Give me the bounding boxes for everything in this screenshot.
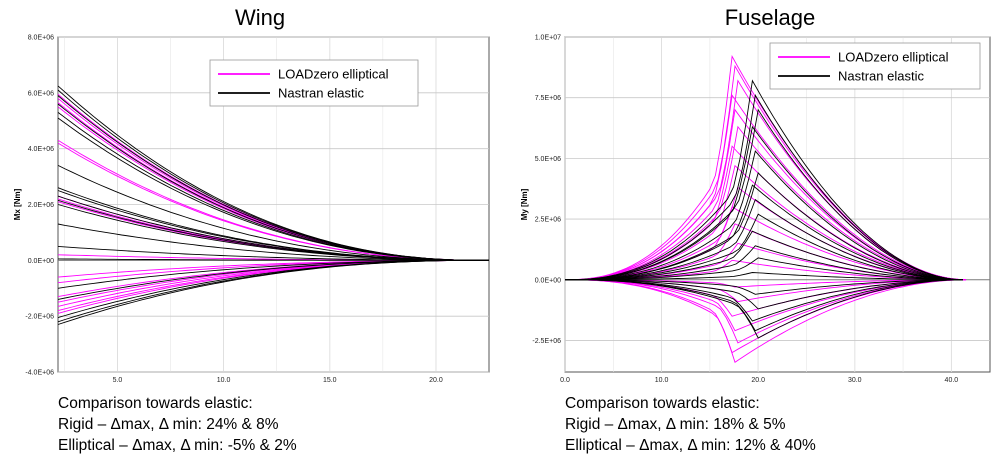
fuselage-series-line <box>564 245 964 281</box>
wing-y-tick-label: 4.0E+06 <box>28 146 54 153</box>
fuselage-series-line <box>565 279 963 339</box>
fuselage-y-tick-label: 2.5E+06 <box>535 217 561 224</box>
fuselage-series-line <box>564 79 964 281</box>
wing-y-axis-label: Mx [Nm] <box>13 188 22 220</box>
fuselage-series-line <box>565 279 963 322</box>
wing-y-tick-label: -2.0E+06 <box>25 314 54 321</box>
wing-note-elliptical: Elliptical – Δmax, Δ min: -5% & 2% <box>58 437 297 454</box>
wing-chart-title: Wing <box>234 5 286 30</box>
wing-comparison-note: Comparison towards elastic: Rigid – Δmax… <box>58 393 297 456</box>
wing-y-tick-label: 2.0E+06 <box>28 202 54 209</box>
fuselage-series-line <box>564 94 966 281</box>
wing-note-rigid: Rigid – Δmax, Δ min: 24% & 8% <box>58 416 279 433</box>
fuselage-series-line <box>565 279 966 332</box>
fuselage-x-tick-label: 10.0 <box>655 377 669 384</box>
fuselage-series-line <box>564 125 964 281</box>
fuselage-series-line <box>565 279 963 295</box>
fuselage-y-axis-label: My [Nm] <box>520 188 529 220</box>
fuselage-chart: 0.0 10.0 20.0 30.0 40.0 -2.5E+06 0.0E+00 2.5E+0… <box>520 35 991 384</box>
fuselage-series-line <box>565 257 964 281</box>
fuselage-plot-area <box>564 36 991 373</box>
fuselage-y-tick-label: -2.5E+06 <box>532 338 561 345</box>
fuselage-chart-title: Fuselage <box>724 5 816 30</box>
wing-note-heading: Comparison towards elastic: <box>58 395 253 412</box>
fuselage-note-elliptical: Elliptical – Δmax, Δ min: 12% & 40% <box>565 437 816 454</box>
wing-series-line <box>57 259 489 325</box>
fuselage-y-tick-label: 1.0E+07 <box>535 35 561 42</box>
wing-legend-box <box>209 59 419 107</box>
fuselage-y-tick-label: 5.0E+06 <box>535 156 561 163</box>
wing-series-line <box>57 258 489 261</box>
wing-y-tick-label: 8.0E+06 <box>28 35 54 42</box>
wing-series-line <box>57 117 489 261</box>
fuselage-series-line <box>564 150 964 281</box>
fuselage-series-line <box>565 279 963 310</box>
wing-y-tick-label: -4.0E+06 <box>25 370 54 377</box>
fuselage-legend-box <box>769 42 981 90</box>
fuselage-x-tick-label: 30.0 <box>848 377 862 384</box>
fuselage-series-line <box>565 279 966 364</box>
fuselage-legend-label: LOADzero elliptical <box>838 50 949 65</box>
fuselage-note-heading: Comparison towards elastic: <box>565 395 760 412</box>
fuselage-series-line <box>564 184 964 281</box>
fuselage-y-tick-label: 0.0E+00 <box>535 277 561 284</box>
fuselage-y-tick-label: 7.5E+06 <box>535 95 561 102</box>
fuselage-series-line <box>564 198 964 281</box>
fuselage-series-line <box>565 272 964 281</box>
fuselage-series-line <box>564 94 964 281</box>
wing-legend-label: LOADzero elliptical <box>278 67 389 82</box>
wing-y-tick-label: 0.0E+00 <box>28 258 54 265</box>
fuselage-legend-label: Nastran elastic <box>838 69 924 84</box>
wing-x-tick-label: 15.0 <box>323 377 337 384</box>
wing-chart: 5.0 10.0 15.0 20.0 -4.0E+06 -2.0E+06 0.0E+00 2.… <box>13 35 490 384</box>
fuselage-series-line <box>564 230 964 281</box>
fuselage-note-rigid: Rigid – Δmax, Δ min: 18% & 5% <box>565 416 786 433</box>
wing-legend-label: Nastran elastic <box>278 86 364 101</box>
fuselage-x-tick-label: 0.0 <box>560 377 570 384</box>
wing-x-tick-label: 20.0 <box>429 377 443 384</box>
wing-x-tick-label: 10.0 <box>217 377 231 384</box>
wing-x-tick-label: 5.0 <box>113 377 123 384</box>
fuselage-x-tick-label: 40.0 <box>945 377 959 384</box>
wing-y-tick-label: 6.0E+06 <box>28 90 54 97</box>
fuselage-x-tick-label: 20.0 <box>751 377 765 384</box>
fuselage-series-line <box>564 213 964 281</box>
fuselage-comparison-note: Comparison towards elastic: Rigid – Δmax… <box>565 393 816 456</box>
